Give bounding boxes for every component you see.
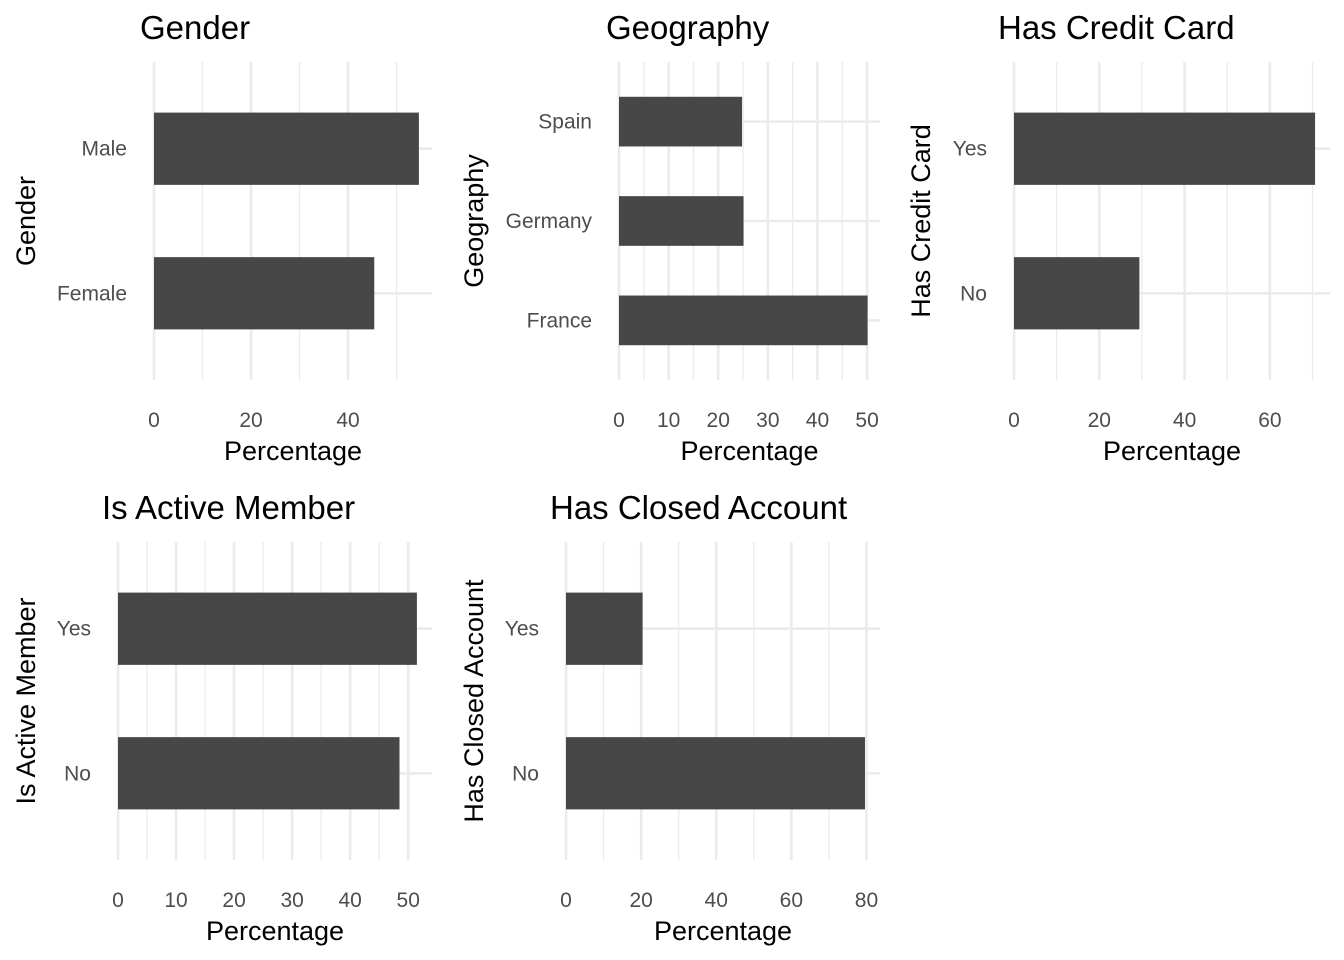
chart-4-ytick-label: No [512,762,539,785]
chart-panel-gender: Female Male 0 20 40 Percentage Gender Gender [11,9,432,466]
chart-4-bar-no [566,737,865,810]
chart-2-xtick-label: 60 [1258,409,1281,432]
chart-2-ytick-label: Yes [953,138,987,161]
chart-1-xtick-label: 20 [707,409,730,432]
chart-0-bar-male [154,112,419,185]
chart-3-ytick-label: Yes [57,618,91,641]
chart-1-bar-spain [619,96,743,147]
chart-2-ytick-label: No [960,282,987,305]
chart-4-xtick-label: 0 [560,889,572,912]
chart-1-bar-france [619,295,868,346]
chart-1-ytick-label: Spain [538,111,592,134]
chart-1-xtick-label: 40 [806,409,829,432]
chart-4-bar-yes [566,592,643,665]
chart-1-xtick-label: 0 [613,409,625,432]
chart-2-xtick-label: 0 [1008,409,1020,432]
chart-3-x-axis-title: Percentage [206,916,344,946]
chart-1-ytick-label: Germany [506,210,593,233]
chart-0-ytick-label: Female [57,282,127,305]
chart-4-xtick-label: 20 [629,889,652,912]
chart-0-xtick-label: 40 [336,409,359,432]
chart-panel-geography: France Germany Spain 0 10 20 30 40 50 Percentage G… [459,9,880,466]
chart-0-y-axis-title: Gender [11,176,41,266]
chart-1-x-axis-title: Percentage [680,436,818,466]
chart-0-ytick-label: Male [81,138,127,161]
chart-0-title: Gender [140,9,250,46]
chart-3-bar-no [118,737,400,810]
chart-4-x-axis-title: Percentage [654,916,792,946]
chart-panel-has-closed-account: No Yes 0 20 40 60 80 Percentage Has Closed Accou… [459,489,880,946]
chart-3-ytick-label: No [64,762,91,785]
chart-4-xtick-label: 60 [780,889,803,912]
chart-3-y-axis-title: Is Active Member [11,597,41,804]
chart-1-bar-germany [619,196,744,246]
chart-3-xtick-label: 20 [222,889,245,912]
chart-2-title: Has Credit Card [998,9,1235,46]
chart-2-bar-no [1014,257,1140,330]
chart-3-xtick-label: 50 [397,889,420,912]
chart-2-y-axis-title: Has Credit Card [906,124,936,318]
chart-3-xtick-label: 10 [164,889,187,912]
chart-1-xtick-label: 10 [657,409,680,432]
chart-2-x-axis-title: Percentage [1103,436,1241,466]
chart-4-y-axis-title: Has Closed Account [459,579,489,823]
chart-4-title: Has Closed Account [550,489,847,526]
chart-1-xtick-label: 30 [756,409,779,432]
chart-4-ytick-label: Yes [505,618,539,641]
chart-0-xtick-label: 0 [148,409,160,432]
chart-1-title: Geography [606,9,770,46]
chart-3-bar-yes [118,592,417,665]
chart-1-ytick-label: France [527,309,592,332]
chart-panel-has-credit-card: No Yes 0 20 40 60 Percentage Has Credit Card Has… [906,9,1330,466]
chart-0-x-axis-title: Percentage [224,436,362,466]
chart-4-xtick-label: 40 [705,889,728,912]
chart-3-xtick-label: 0 [112,889,124,912]
chart-0-bar-female [154,257,375,330]
chart-2-xtick-label: 40 [1173,409,1196,432]
chart-1-y-axis-title: Geography [459,154,489,288]
chart-2-xtick-label: 20 [1088,409,1111,432]
chart-3-title: Is Active Member [102,489,355,526]
chart-0-xtick-label: 20 [239,409,262,432]
chart-3-xtick-label: 40 [338,889,361,912]
chart-3-xtick-label: 30 [280,889,303,912]
chart-2-bar-yes [1014,112,1316,185]
chart-panel-is-active-member: No Yes 0 10 20 30 40 50 Percentage Is Active Memb… [11,489,432,946]
chart-1-xtick-label: 50 [855,409,878,432]
chart-4-xtick-label: 80 [855,889,878,912]
